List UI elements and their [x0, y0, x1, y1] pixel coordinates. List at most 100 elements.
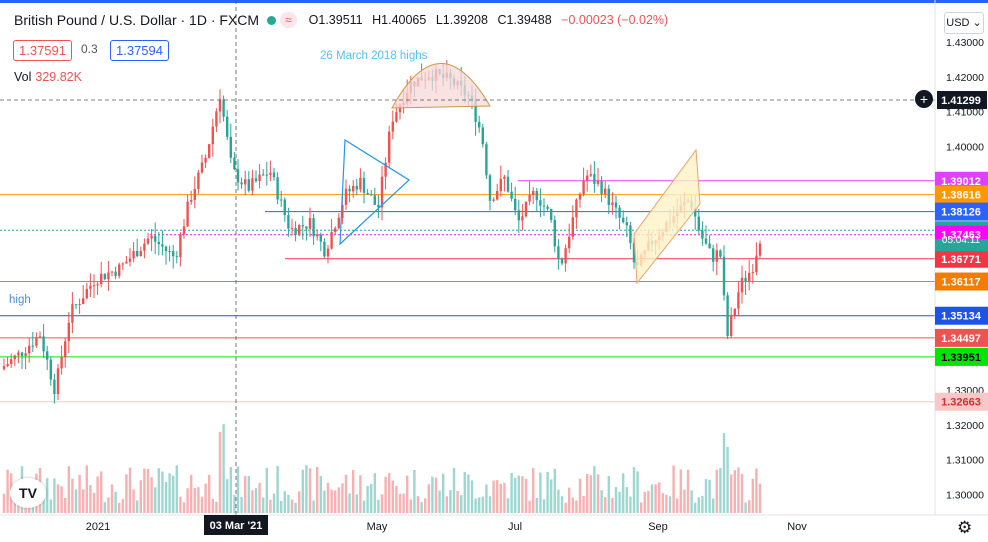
candle-body: [211, 126, 214, 145]
price-label: 1.36771: [941, 254, 981, 266]
candle-body: [359, 177, 362, 190]
candle-body: [301, 225, 304, 227]
candle-body: [164, 246, 168, 252]
candle-body: [262, 174, 265, 176]
volume-bar: [53, 478, 56, 513]
volume-bar: [463, 472, 466, 513]
add-price-alert-icon[interactable]: +: [915, 90, 933, 108]
candle-body: [56, 368, 60, 395]
volume-bar: [92, 492, 96, 513]
candle-body: [74, 304, 78, 306]
candle-body: [290, 228, 294, 230]
volume-bar: [42, 494, 45, 513]
candle-body: [251, 178, 254, 191]
candle-body: [560, 259, 564, 264]
candle-body: [571, 217, 574, 237]
x-tick-label: Nov: [787, 521, 807, 533]
candle-body: [82, 298, 85, 305]
currency-select[interactable]: USD ⌄: [944, 12, 984, 34]
candle-body: [272, 172, 276, 178]
settings-gear-icon[interactable]: ⚙: [957, 518, 973, 537]
candle-body: [481, 127, 484, 145]
sell-button[interactable]: 1.37591: [13, 40, 72, 61]
crosshair-date-label: 03 Mar '21: [204, 515, 268, 535]
candle-body: [596, 180, 600, 184]
volume-bar: [164, 481, 168, 513]
candle-body: [229, 136, 232, 158]
volume-bar: [690, 490, 693, 513]
candle-body: [319, 234, 322, 242]
volume-bar: [78, 474, 81, 513]
candle-body: [593, 174, 596, 184]
y-tick-label: 1.41000: [946, 107, 984, 119]
symmetrical-triangle: [339, 138, 410, 246]
candle-body: [755, 255, 758, 273]
volume-bar: [611, 497, 614, 513]
candle-body: [258, 174, 261, 182]
drawings[interactable]: 26 March 2018 highs high: [9, 50, 701, 306]
volume-bar: [398, 493, 402, 513]
volume-bar: [683, 489, 686, 513]
volume-bar: [60, 486, 63, 513]
candle-body: [737, 292, 740, 309]
volume-bar: [578, 478, 582, 513]
volume-bar: [442, 473, 445, 513]
volume-bar: [647, 490, 650, 513]
price-label-box: [935, 306, 988, 325]
candle-body: [344, 188, 348, 205]
volume-label: Vol: [14, 70, 32, 84]
candle-body: [730, 315, 733, 336]
candle-body: [478, 121, 481, 128]
wave-icon[interactable]: ≈: [280, 12, 297, 28]
price-countdown: 05:04:11: [942, 235, 981, 246]
volume-bar: [503, 482, 506, 513]
candle-body: [182, 226, 186, 235]
candle-body: [78, 304, 81, 306]
volume-bar: [352, 470, 355, 513]
volume-bar: [204, 483, 207, 513]
volume-bar: [550, 479, 553, 513]
candle-body: [355, 185, 358, 190]
volume-bar: [85, 465, 88, 513]
volume-bar: [139, 480, 142, 513]
volume-bar: [582, 495, 585, 513]
candle-body: [49, 359, 52, 380]
candle-body: [733, 308, 736, 316]
candle-body: [13, 355, 16, 360]
candle-body: [136, 250, 139, 257]
tradingview-logo[interactable]: TV: [10, 478, 46, 508]
candle-body: [20, 352, 24, 356]
buy-button[interactable]: 1.37594: [110, 40, 169, 61]
y-tick-label: 1.43000: [946, 37, 984, 49]
volume-bar: [146, 468, 150, 513]
candle-body: [197, 172, 200, 190]
candle-body: [398, 104, 402, 113]
volume-bar: [650, 484, 654, 513]
volume-bar: [452, 467, 456, 513]
price-label-box: [935, 225, 988, 244]
volume-bar: [517, 475, 520, 513]
symbol-title[interactable]: British Pound / U.S. Dollar · 1D · FXCM: [14, 12, 260, 28]
candle-body: [722, 256, 726, 296]
candle-body: [614, 202, 618, 208]
volume-bar: [586, 473, 589, 513]
price-label: 1.36117: [941, 277, 980, 289]
volume-bar: [254, 488, 258, 513]
candle-body: [157, 241, 160, 245]
volume-bar: [236, 466, 240, 513]
price-label: 1.35134: [941, 311, 982, 323]
volume-bar: [182, 502, 186, 513]
volume-bar: [629, 496, 632, 513]
candle-body: [546, 206, 549, 209]
volume-bar: [499, 483, 502, 513]
volume-bar: [290, 499, 294, 513]
symbol-header: British Pound / U.S. Dollar · 1D · FXCM …: [14, 12, 668, 28]
candle-body: [744, 277, 747, 282]
volume-bar: [305, 465, 308, 513]
volume-bar: [218, 431, 222, 513]
candle-body: [697, 216, 700, 231]
candle-body: [589, 174, 592, 176]
volume-bar: [82, 489, 85, 513]
volume-bar: [604, 497, 607, 513]
